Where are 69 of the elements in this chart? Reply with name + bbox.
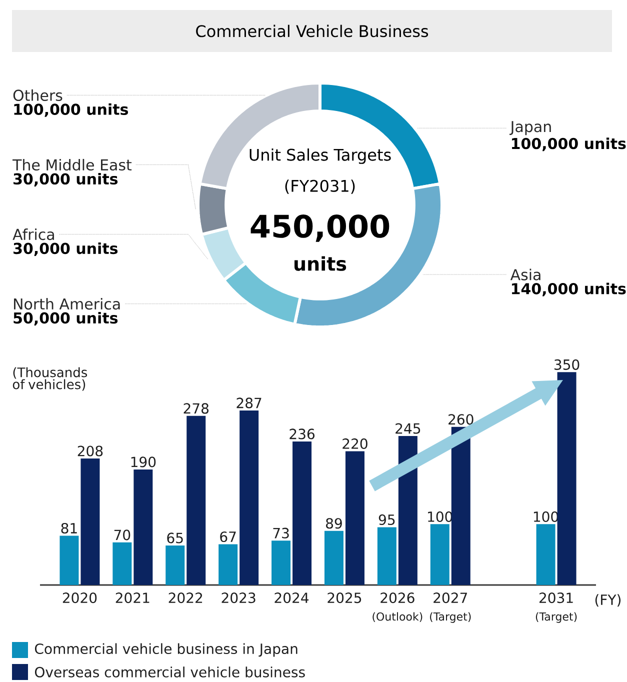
data-label: 140,000 units: [512, 282, 626, 296]
bar: [451, 426, 470, 585]
text: units: [294, 256, 346, 271]
legend-label: Commercial vehicle business in Japan: [34, 643, 298, 657]
bar: [165, 545, 184, 585]
data-label: 208: [78, 446, 102, 456]
data-label: 220: [342, 438, 368, 450]
x-tick-label: 2026: [380, 592, 414, 604]
data-label: 70: [114, 530, 130, 540]
bar: [398, 436, 418, 585]
bar: [60, 536, 79, 585]
text: Unit Sales Targets: [250, 148, 391, 164]
bar: [112, 542, 132, 585]
slice-label: Asia: [510, 268, 540, 280]
slice-label: Others: [13, 89, 62, 102]
bar: [218, 544, 238, 585]
slice-label: North America: [14, 298, 120, 310]
data-label: 81: [61, 522, 77, 534]
text: 450,000: [250, 214, 389, 242]
bar: [377, 527, 396, 585]
data-label: 65: [166, 532, 183, 544]
data-label: 89: [326, 518, 342, 529]
data-label: 260: [448, 414, 474, 425]
bar: [557, 372, 576, 585]
x-tick-label: 2027: [433, 592, 467, 604]
data-label: 30,000 units: [13, 172, 118, 186]
slice-label: Africa: [12, 228, 54, 240]
bar: [186, 416, 206, 585]
slice-label: The Middle East: [12, 158, 132, 171]
x-tick-label: 2025: [327, 592, 361, 604]
bar: [80, 458, 100, 585]
data-label: 287: [236, 398, 262, 408]
text: (FY2031): [285, 180, 354, 194]
data-label: 95: [378, 514, 394, 526]
bar: [133, 469, 152, 585]
y-axis-title: (Thousands of vehicles): [12, 367, 87, 391]
x-tick-label: 2023: [222, 592, 256, 604]
bar: [292, 441, 312, 585]
data-label: 100,000 units: [512, 138, 626, 152]
x-tick-label: 2024: [274, 592, 308, 604]
data-label: 100: [428, 511, 452, 522]
text: (Target): [430, 612, 471, 623]
data-label: 350: [554, 359, 580, 370]
bar: [239, 410, 258, 585]
x-tick-label: 2021: [116, 592, 149, 604]
data-label: 67: [220, 531, 236, 542]
data-label: 50,000 units: [14, 312, 118, 326]
text: (Outlook): [372, 612, 422, 622]
bar: [345, 451, 364, 585]
x-axis-title: (FY): [595, 594, 620, 607]
x-tick-label: 2031: [539, 592, 573, 604]
slice-label: Japan: [509, 121, 551, 136]
data-label: 100,000 units: [14, 103, 128, 117]
data-label: 236: [289, 428, 314, 440]
x-tick-label: 2020: [62, 592, 96, 604]
chart-title: Commercial Vehicle Business: [196, 24, 428, 38]
bar: [324, 530, 344, 585]
x-tick-label: 2022: [168, 592, 202, 604]
data-label: 30,000 units: [13, 242, 118, 256]
bar: [536, 524, 556, 585]
data-label: 245: [395, 423, 420, 434]
legend-label: Overseas commercial vehicle business: [34, 666, 305, 678]
data-label: 190: [131, 456, 156, 468]
bar: [430, 524, 450, 585]
text: (Target): [536, 612, 576, 623]
bar: [271, 540, 290, 585]
data-label: 278: [184, 403, 208, 414]
data-label: 100: [534, 511, 558, 522]
data-label: 73: [273, 528, 289, 538]
